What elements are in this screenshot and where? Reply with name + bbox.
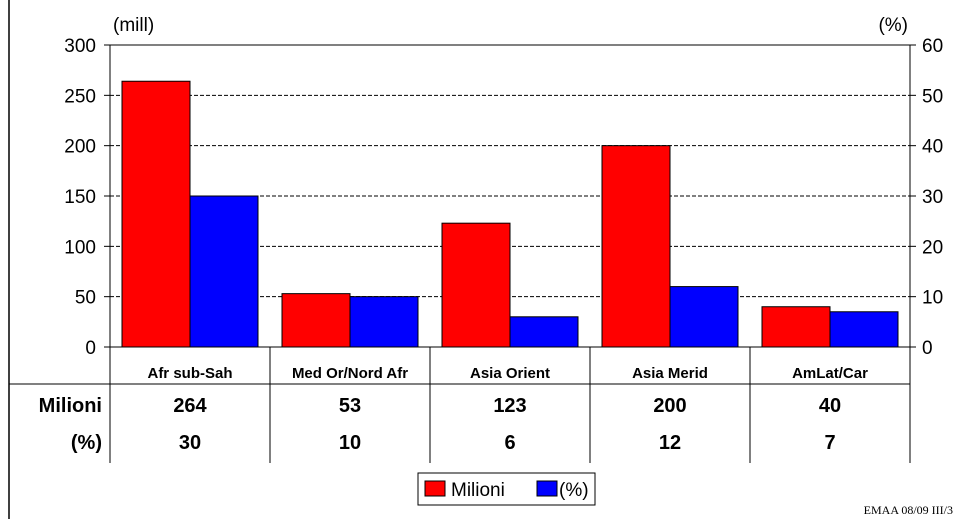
left-tick-label: 150 xyxy=(64,187,96,208)
table-cell: 30 xyxy=(179,432,201,454)
bar-milioni xyxy=(121,80,191,348)
category-label: Asia Merid xyxy=(632,365,708,382)
table-cell: 10 xyxy=(339,432,361,454)
bar-milioni xyxy=(441,222,511,348)
bar-percent xyxy=(349,296,419,348)
right-tick-label: 10 xyxy=(922,288,943,309)
right-tick-label: 0 xyxy=(922,338,933,359)
table-cell: 12 xyxy=(659,432,681,454)
right-tick-label: 50 xyxy=(922,86,943,107)
legend-swatch-milioni xyxy=(424,480,446,497)
left-tick-label: 200 xyxy=(64,137,96,158)
bar-milioni xyxy=(601,145,671,348)
legend-label-milioni: Milioni xyxy=(451,480,505,501)
bar-percent xyxy=(509,316,579,348)
table-cell: 40 xyxy=(819,395,841,417)
table-cell: 53 xyxy=(339,395,361,417)
category-label: Afr sub-Sah xyxy=(147,365,232,382)
legend-box xyxy=(417,472,596,506)
table-cell: 123 xyxy=(493,395,526,417)
bar-milioni xyxy=(281,293,351,348)
bar-percent xyxy=(829,311,899,348)
right-tick-label: 30 xyxy=(922,187,943,208)
bar-milioni xyxy=(761,306,831,348)
right-tick-label: 40 xyxy=(922,137,943,158)
legend-swatch-percent xyxy=(536,480,558,497)
left-tick-label: 300 xyxy=(64,36,96,57)
category-label: AmLat/Car xyxy=(792,365,868,382)
table-cell: 200 xyxy=(653,395,686,417)
table-row-label: (%) xyxy=(71,432,102,454)
right-tick-label: 20 xyxy=(922,237,943,258)
table-cell: 7 xyxy=(824,432,835,454)
bar-percent xyxy=(189,195,259,348)
bar-percent xyxy=(669,286,739,348)
left-axis-unit: (mill) xyxy=(113,15,154,36)
right-tick-label: 60 xyxy=(922,36,943,57)
left-tick-label: 100 xyxy=(64,237,96,258)
table-row-label: Milioni xyxy=(39,395,102,417)
right-axis-unit: (%) xyxy=(878,15,908,36)
table-cell: 264 xyxy=(173,395,207,417)
table-cell: 6 xyxy=(504,432,515,454)
legend-label-percent: (%) xyxy=(559,480,589,501)
category-label: Med Or/Nord Afr xyxy=(292,365,408,382)
footer-code: EMAA 08/09 III/3 xyxy=(864,503,953,517)
left-tick-label: 0 xyxy=(85,338,96,359)
left-tick-label: 50 xyxy=(75,288,96,309)
left-tick-label: 250 xyxy=(64,86,96,107)
category-label: Asia Orient xyxy=(470,365,550,382)
